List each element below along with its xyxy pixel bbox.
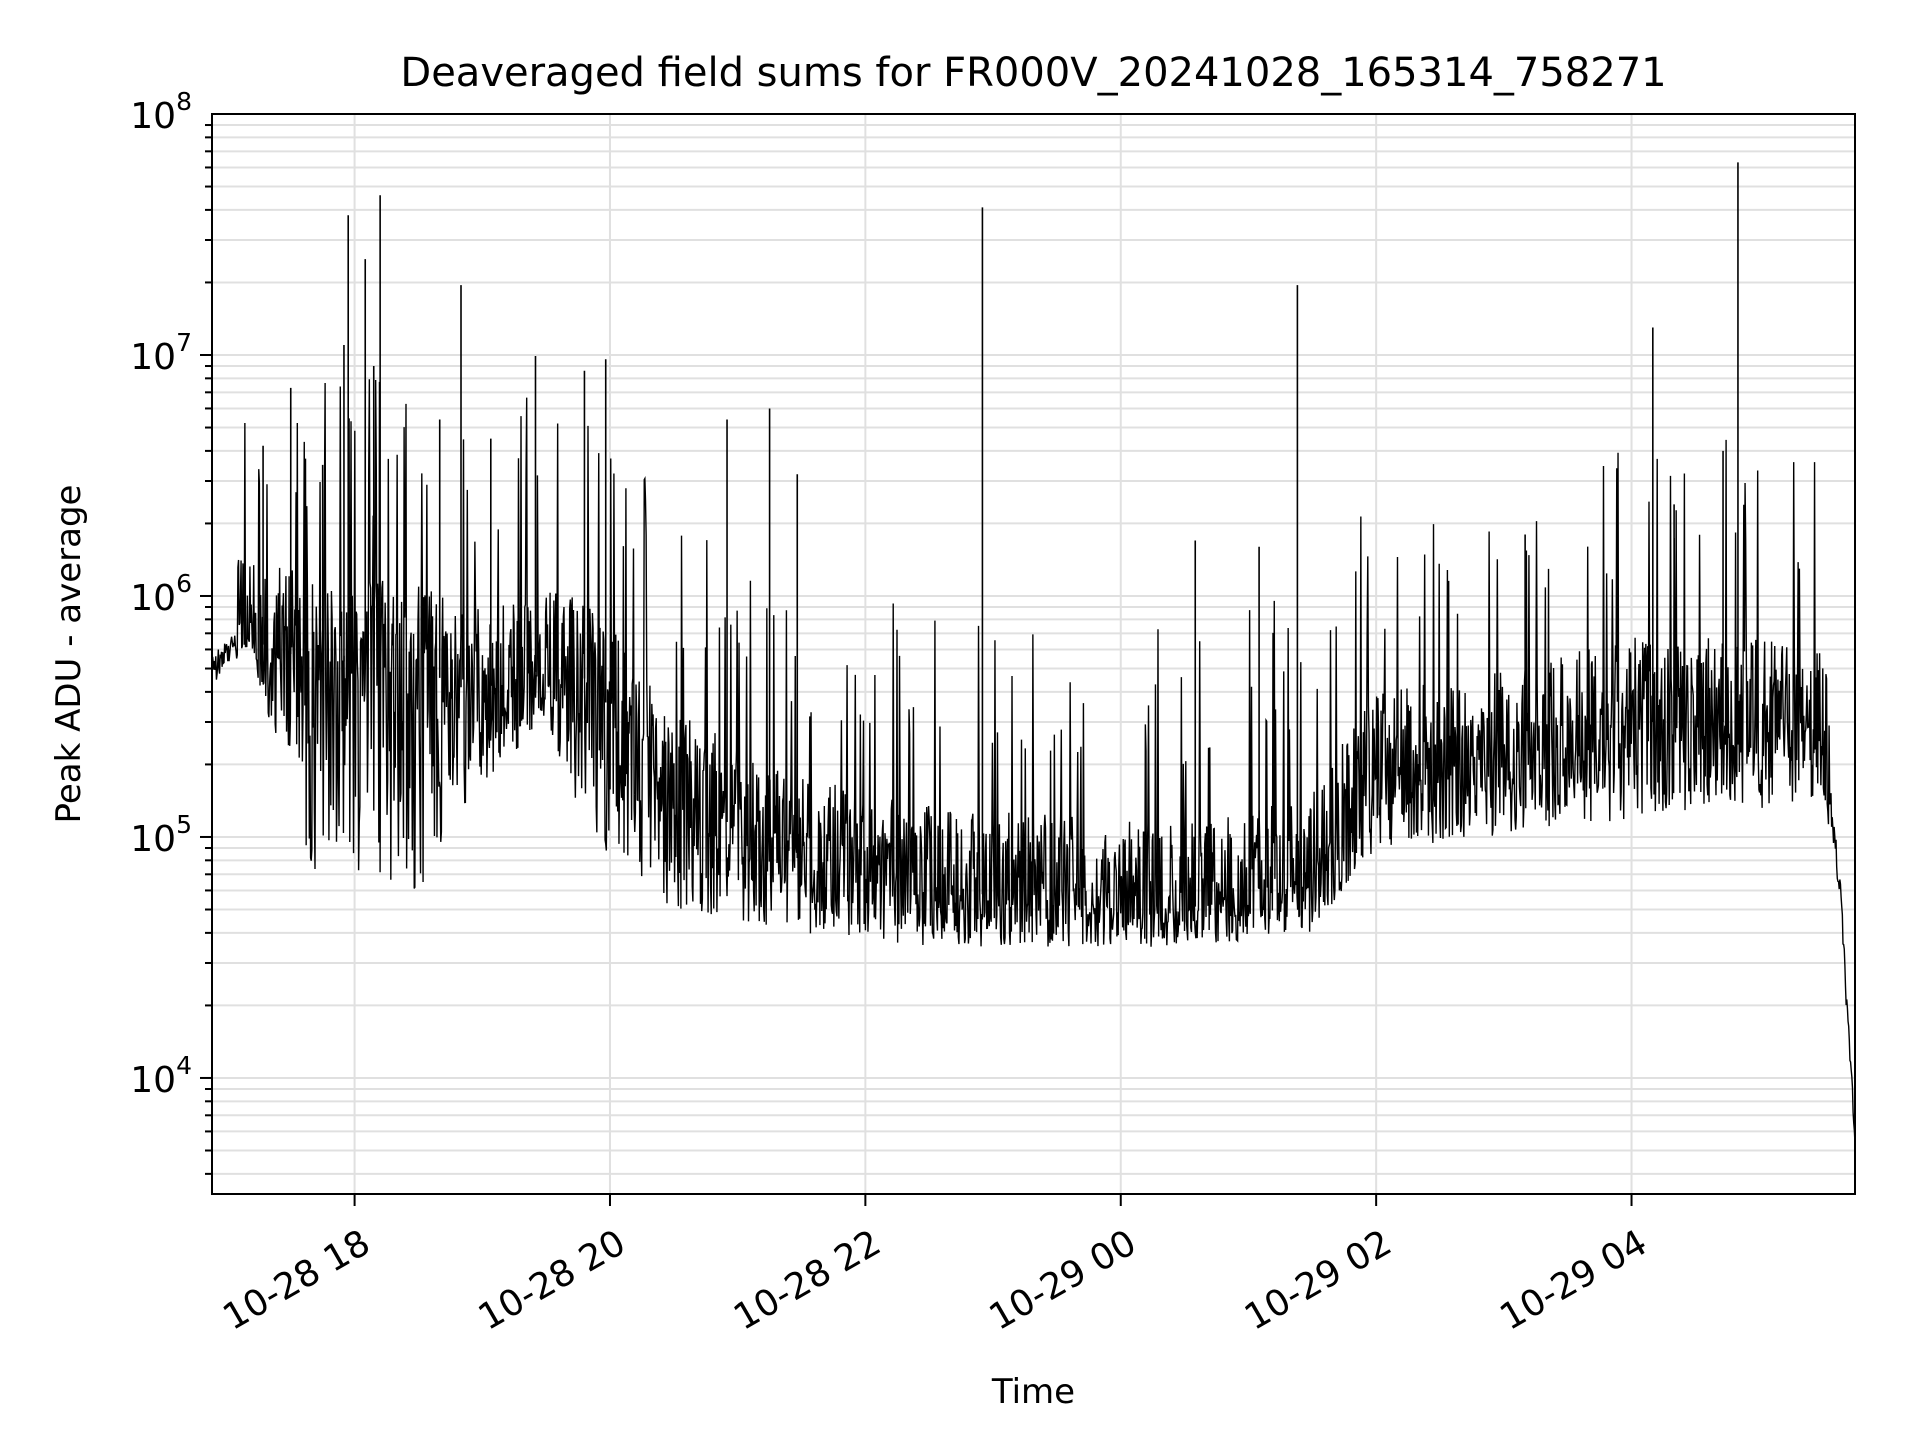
y-tick-exponent: 5	[176, 810, 192, 839]
y-tick-base: 10	[130, 578, 176, 619]
y-axis-label: Peak ADU - average	[49, 485, 89, 824]
y-tick-exponent: 4	[176, 1051, 192, 1080]
y-tick-label: 108	[130, 87, 192, 137]
chart-title: Deaveraged field sums for FR000V_2024102…	[400, 50, 1666, 96]
y-tick-label: 104	[130, 1051, 192, 1101]
grid	[212, 113, 1855, 1194]
y-tick-base: 10	[130, 819, 176, 860]
y-tick-base: 10	[130, 337, 176, 378]
y-tick-exponent: 6	[176, 569, 192, 598]
data-layer	[211, 162, 1856, 1145]
y-tick-exponent: 8	[176, 87, 192, 116]
y-tick-exponent: 7	[176, 328, 192, 357]
y-tick-label: 106	[130, 569, 192, 619]
y-tick-label: 107	[130, 328, 192, 378]
plot-frame	[211, 113, 1856, 1195]
y-tick-base: 10	[130, 1060, 176, 1101]
series-line	[211, 379, 1856, 1145]
y-tick-label: 105	[130, 810, 192, 860]
x-axis-label: Time	[991, 1372, 1075, 1412]
y-tick-base: 10	[130, 96, 176, 137]
